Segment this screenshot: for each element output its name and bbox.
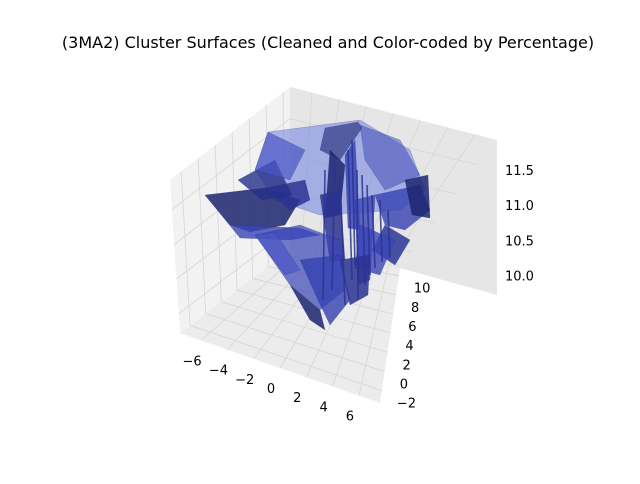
- x-tick-label: −4: [209, 364, 228, 379]
- surface-spike: [371, 194, 376, 269]
- y-tick-label: 2: [403, 358, 411, 373]
- surface-facet: [289, 284, 326, 331]
- y-tick-label: 0: [400, 377, 408, 392]
- y-tick-label: 4: [405, 339, 413, 354]
- x-tick-label: −6: [183, 354, 202, 369]
- surface-spike: [339, 174, 346, 306]
- chart-title: (3MA2) Cluster Surfaces (Cleaned and Col…: [61, 33, 595, 52]
- surface-facet: [404, 174, 431, 219]
- x-tick-label: 0: [267, 382, 275, 397]
- z-tick-label: 11.5: [505, 164, 534, 179]
- z-tick-label: 10.5: [505, 234, 534, 249]
- x-grid-line: [358, 134, 476, 396]
- y-grid-line: [197, 158, 385, 372]
- surface-spike: [361, 174, 366, 286]
- x-tick-label: 6: [346, 410, 354, 425]
- x-tick-label: 4: [319, 400, 327, 415]
- surface-spike: [356, 169, 359, 301]
- y-tick-label: 10: [414, 282, 431, 297]
- surface-spike: [379, 199, 383, 263]
- y-grid-line: [180, 171, 382, 391]
- x-tick-label: −2: [235, 373, 254, 388]
- surface-spike: [366, 184, 371, 276]
- surface-spike: [351, 139, 356, 266]
- cluster-surface: [204, 119, 431, 331]
- surface-spike: [347, 149, 353, 281]
- surface-facet: [254, 131, 306, 181]
- surface-facet: [254, 231, 301, 276]
- surface-spike: [387, 209, 391, 259]
- x-tick-label: 2: [293, 391, 301, 406]
- y-grid-line: [231, 131, 391, 334]
- surface-facet: [359, 124, 421, 191]
- surface-spike: [331, 159, 336, 291]
- surface-spike: [322, 169, 326, 301]
- tick-labels: −6 −4 −2 0 2 4 6 −2 0 2 4 6 8 10 10.0 10.5 11.0 11.5: [183, 164, 534, 424]
- z-tick-label: 11.0: [505, 199, 534, 214]
- z-grid-line: [171, 118, 479, 211]
- surface-facet: [339, 254, 371, 306]
- y-tick-label: 6: [408, 320, 416, 335]
- z-tick-label: 10.0: [505, 269, 534, 284]
- y-tick-label: −2: [397, 397, 416, 412]
- y-tick-label: 8: [411, 301, 419, 316]
